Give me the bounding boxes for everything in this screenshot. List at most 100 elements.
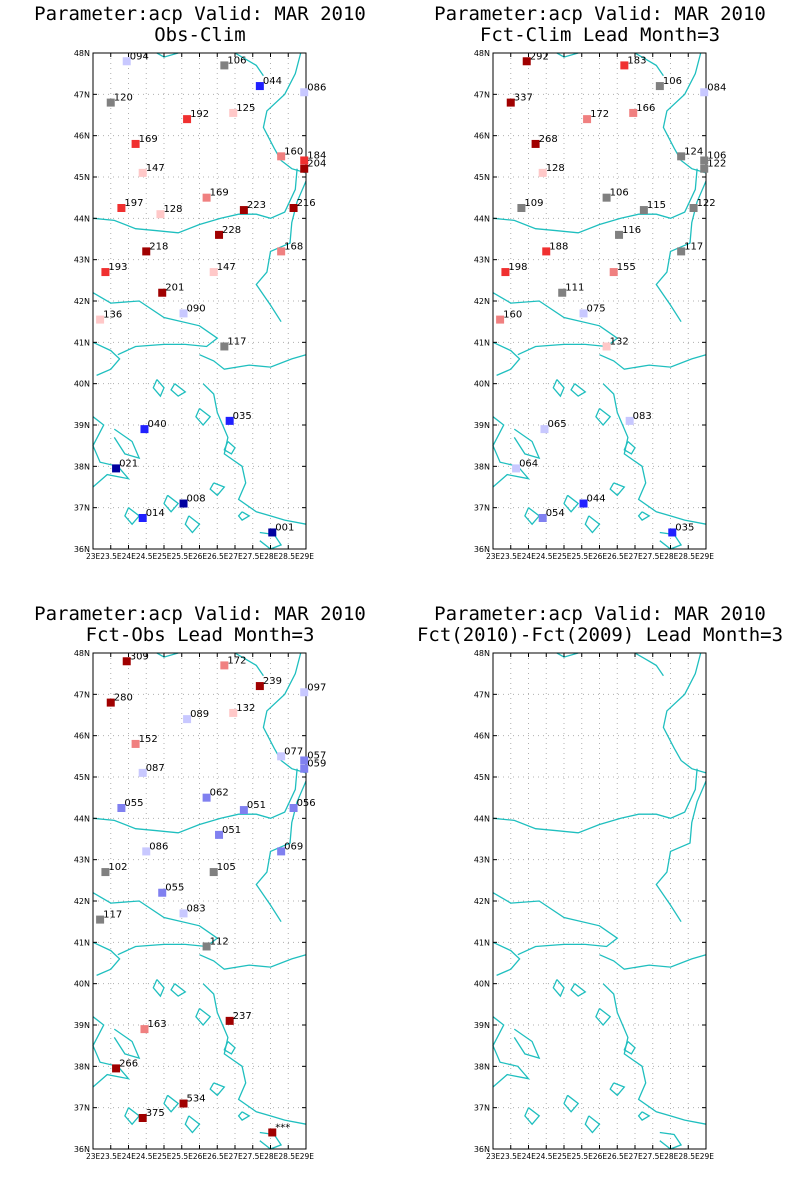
station-marker [202, 942, 211, 951]
station-label: 132 [236, 703, 255, 714]
coastline-segment [584, 515, 601, 534]
station-label: 064 [519, 458, 538, 469]
station-label: 044 [587, 494, 606, 505]
station-label: 094 [130, 51, 149, 62]
grid [493, 653, 706, 1149]
coastline-segment [570, 383, 587, 397]
station-label: 169 [139, 134, 158, 145]
coastline-segment [595, 1007, 612, 1026]
panel-fct-diff: Parameter:acp Valid: MAR 2010 Fct(2010)-… [400, 600, 800, 1200]
station-marker [700, 88, 709, 97]
station-label: 077 [284, 746, 303, 757]
station-label: 152 [139, 734, 158, 745]
station-label: 188 [549, 241, 568, 252]
coastline-segment [492, 941, 521, 976]
station-marker [583, 115, 592, 124]
lon-tick-labels: 23E23.5E24E24.5E25E25.5E26E26.5E27E27.5E… [486, 1152, 714, 1161]
lat-tick-label: 40N [474, 980, 490, 989]
station-label: 168 [284, 241, 303, 252]
lat-tick-label: 46N [474, 732, 490, 741]
coastline-segment [513, 428, 541, 460]
station-label: 117 [103, 910, 122, 921]
station-label: 035 [233, 411, 252, 422]
station-label: 117 [227, 336, 246, 347]
lat-tick-label: 42N [74, 897, 90, 906]
station-label: *** [275, 1122, 290, 1133]
coastline-segment [92, 768, 298, 834]
station-marker [140, 425, 149, 434]
coastline-segment [113, 1028, 141, 1060]
station-marker [300, 88, 309, 97]
coastline-segment [202, 983, 307, 1125]
coastline-segment [552, 979, 565, 998]
station-marker [629, 108, 638, 117]
coastline-segment [163, 1094, 180, 1113]
panel-subtitle: Obs-Clim [154, 24, 246, 46]
panel-fct-clim: Parameter:acp Valid: MAR 2010 Fct-Clim L… [400, 0, 800, 600]
lon-tick-labels: 23E23.5E24E24.5E25E25.5E26E26.5E27E27.5E… [486, 552, 714, 561]
coastline-segment [595, 407, 612, 426]
coastline-segment [92, 168, 298, 234]
lat-tick-label: 36N [74, 545, 90, 554]
station-label: 204 [307, 159, 326, 170]
lat-tick-label: 37N [474, 1104, 490, 1113]
station-marker [268, 1128, 277, 1137]
coastline-segment [199, 354, 307, 370]
coastline-segment [599, 354, 707, 370]
axis-ticks: 36N 37N 38N 39N 40N 41N 42N 43N 44N 45N 46N 47N 48N 2… [474, 49, 714, 561]
station-label: 044 [263, 76, 282, 87]
panel-fct-obs: Parameter:acp Valid: MAR 2010 Fct-Obs Le… [0, 600, 400, 1200]
station-label: 014 [146, 508, 165, 519]
station-marker [620, 61, 629, 70]
station-label: 163 [147, 1019, 166, 1030]
station-label: 083 [633, 411, 652, 422]
coastline-segment [524, 507, 541, 526]
coastline-segment [163, 494, 180, 513]
station-marker [106, 698, 115, 707]
station-label: 184 [307, 150, 326, 161]
station-label: 054 [546, 508, 565, 519]
lat-tick-label: 37N [74, 1104, 90, 1113]
coastline-segment [623, 1041, 636, 1055]
station-marker [122, 657, 131, 666]
station-label: 201 [165, 283, 184, 294]
lat-tick-label: 38N [474, 1062, 490, 1071]
station-label: 309 [130, 651, 149, 662]
station-label: 021 [119, 458, 138, 469]
coastline-segment [584, 1115, 601, 1134]
station-marker [300, 164, 309, 173]
lat-tick-label: 37N [474, 504, 490, 513]
station-marker [300, 756, 309, 765]
station-marker [239, 806, 248, 815]
station-label: 172 [590, 109, 609, 120]
station-label: 055 [124, 798, 143, 809]
station-label: 083 [187, 903, 206, 914]
station-label: 228 [222, 225, 241, 236]
coastline-segment [599, 954, 707, 970]
lat-tick-label: 47N [474, 90, 490, 99]
lat-tick-label: 48N [74, 649, 90, 658]
station-label: 069 [284, 841, 303, 852]
station-marker [579, 499, 588, 508]
station-label: 125 [236, 103, 255, 114]
station-marker [609, 268, 618, 277]
station-label: 183 [627, 55, 646, 66]
coastline-segment [662, 52, 707, 174]
panel-obs-clim: Parameter:acp Valid: MAR 2010 Obs-Clim 3… [0, 0, 400, 600]
station-marker [277, 152, 286, 161]
station-marker [209, 268, 218, 277]
station-marker [277, 247, 286, 256]
station-marker [225, 416, 234, 425]
station-marker [700, 164, 709, 173]
coastline-segment [609, 482, 626, 497]
station-marker [101, 268, 110, 277]
station-marker [142, 247, 151, 256]
station-label: 166 [636, 103, 655, 114]
lat-tick-label: 46N [474, 132, 490, 141]
coastline-segment [655, 780, 707, 923]
lat-tick-label: 39N [74, 1021, 90, 1030]
coastline-segment [152, 979, 165, 998]
station-marker [255, 682, 264, 691]
axis-ticks: 36N 37N 38N 39N 40N 41N 42N 43N 44N 45N 46N 47N 48N 2… [474, 649, 714, 1161]
station-marker [300, 764, 309, 773]
